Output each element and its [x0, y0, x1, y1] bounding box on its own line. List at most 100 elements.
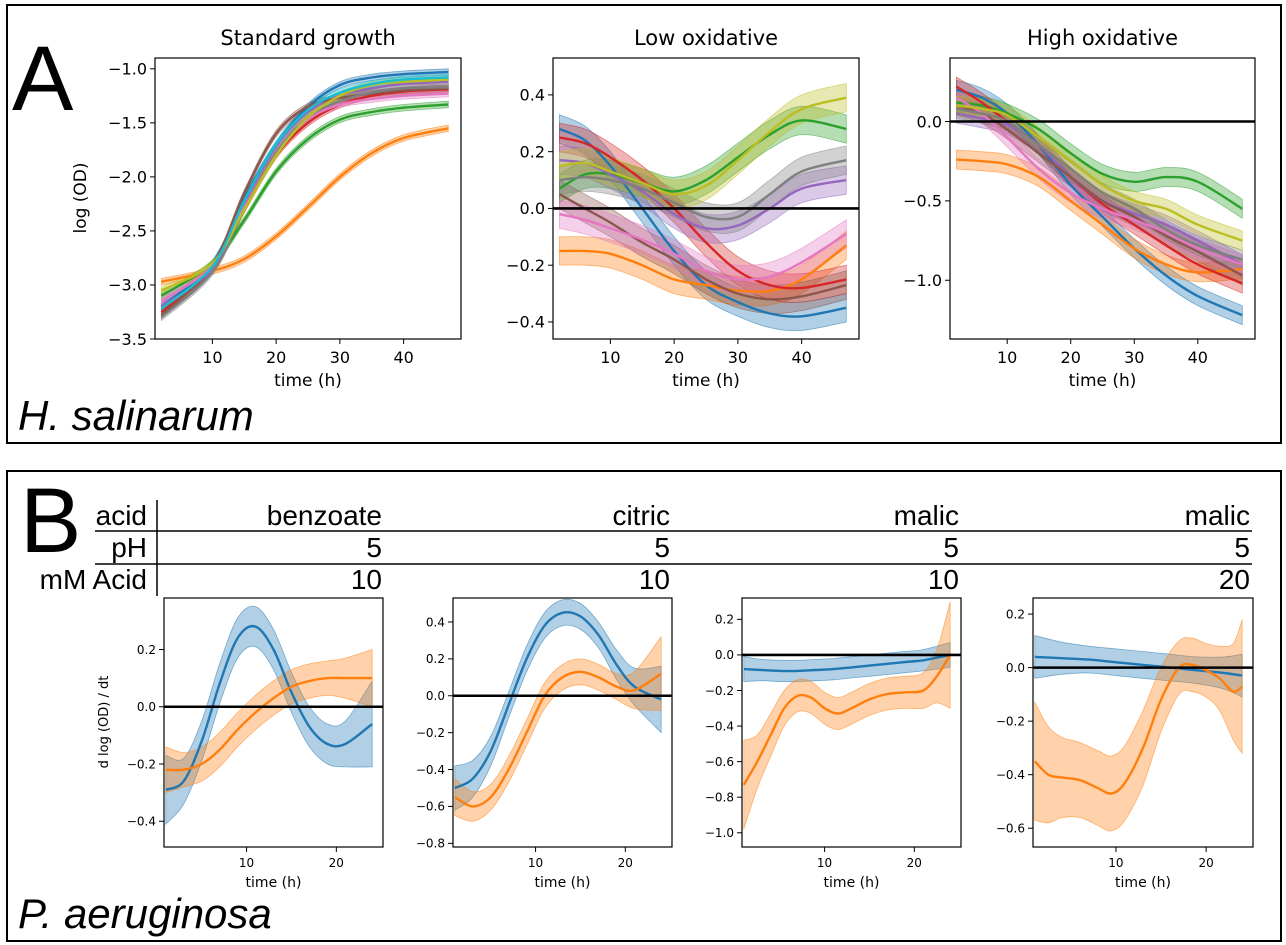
y-tick-label: 0.4 — [426, 615, 445, 629]
condition-acid-3: malic — [894, 500, 959, 531]
y-tick-label: −1.0 — [108, 60, 147, 79]
y-tick-label: 0.0 — [1006, 661, 1025, 675]
panel-b-organism: P. aeruginosa — [18, 890, 272, 937]
axes-frame — [949, 57, 1256, 340]
x-tick-label: 30 — [728, 348, 748, 367]
condition-acid-1: benzoate — [267, 500, 382, 531]
condition-row-label-mm: mM Acid — [40, 564, 147, 595]
confidence-band — [454, 635, 662, 822]
x-tick-label: 20 — [664, 348, 684, 367]
series-line — [454, 670, 662, 808]
series-line — [559, 136, 847, 290]
y-tick-label: −0.2 — [996, 714, 1025, 728]
y-tick-label: −0.2 — [127, 757, 156, 771]
confidence-band — [161, 124, 449, 286]
x-tick-label: 40 — [791, 348, 811, 367]
plot-area — [160, 68, 449, 322]
x-tick-label: 20 — [329, 856, 344, 870]
condition-ph-3: 5 — [943, 532, 959, 563]
y-tick-label: −0.2 — [416, 726, 445, 740]
y-tick-label: 0.4 — [520, 86, 545, 105]
series-line — [956, 101, 1243, 210]
y-tick-label: 0.0 — [426, 689, 445, 703]
y-tick-label: −0.8 — [416, 837, 445, 851]
y-tick-label: −0.6 — [705, 755, 734, 769]
axes-frame — [1032, 597, 1254, 848]
y-tick-label: −2.5 — [108, 222, 147, 241]
series-line — [1033, 662, 1243, 795]
x-tick-label: 10 — [1108, 856, 1123, 870]
x-tick-label: 10 — [817, 856, 832, 870]
axes-frame — [163, 597, 384, 848]
condition-acid-4: malic — [1185, 500, 1250, 531]
confidence-band — [559, 199, 847, 295]
x-axis-label: time (h) — [1115, 875, 1171, 891]
condition-mm-4: 20 — [1219, 564, 1250, 595]
y-tick-label: −2.0 — [108, 168, 147, 187]
y-tick-label: −3.5 — [108, 330, 147, 349]
series-line — [559, 212, 847, 281]
y-tick-label: −0.2 — [506, 256, 545, 275]
x-tick-label: 10 — [997, 348, 1017, 367]
x-tick-label: 10 — [600, 348, 620, 367]
series-line — [160, 76, 449, 310]
confidence-band — [165, 648, 373, 794]
series-line — [558, 119, 847, 193]
y-tick-label: −1.0 — [705, 826, 734, 840]
chart-malic-10mm: 10 20 0.2 0.0 −0.2 −0.4 −0.6 −0.8 −1.0 time (h) — [705, 597, 962, 891]
plot-area — [1033, 619, 1243, 832]
y-tick-label: −0.4 — [416, 763, 445, 777]
condition-row-label-ph: pH — [111, 532, 147, 563]
x-axis-label: time (h) — [274, 371, 342, 391]
plot-area — [742, 601, 952, 830]
series-line — [956, 104, 1243, 242]
series-line — [558, 193, 847, 301]
axes-frame — [741, 597, 962, 848]
x-tick-label: 20 — [1198, 856, 1213, 870]
x-axis-label: time (h) — [824, 875, 880, 891]
series-line — [742, 654, 952, 786]
condition-ph-1: 5 — [366, 532, 382, 563]
condition-ph-4: 5 — [1234, 532, 1250, 563]
condition-mm-2: 10 — [639, 564, 670, 595]
y-tick-label: 0.2 — [520, 142, 545, 161]
y-tick-label: −0.5 — [903, 192, 942, 211]
series-line — [955, 96, 1243, 266]
confidence-band — [1034, 619, 1243, 832]
panel-b-frame — [6, 470, 1282, 942]
chart-title: Low oxidative — [634, 26, 778, 50]
panel-a-organism: H. salinarum — [18, 392, 254, 439]
series-line — [956, 107, 1243, 261]
y-tick-label: −0.4 — [996, 768, 1025, 782]
chart-low-oxidative: 10 20 30 40 0.4 0.2 0.0 −0.2 −0.4 time (h) Low oxi… — [506, 26, 860, 391]
series-line — [454, 610, 662, 790]
y-tick-label: 0.2 — [1006, 607, 1025, 621]
axes-frame — [154, 57, 462, 340]
series-line — [165, 676, 373, 772]
confidence-band — [559, 179, 847, 314]
plot-area — [955, 76, 1243, 326]
y-tick-label: 0.0 — [715, 648, 734, 662]
y-tick-label: −0.4 — [705, 719, 734, 733]
series-line — [165, 624, 373, 791]
x-tick-label: 40 — [393, 348, 413, 367]
series-line — [161, 127, 449, 283]
x-tick-label: 20 — [266, 348, 286, 367]
series-line — [160, 80, 449, 308]
panel-b-letter: B — [20, 470, 81, 572]
chart-high-oxidative: 10 20 30 40 0.0 −0.5 −1.0 time (h) High oxidativ… — [903, 26, 1256, 391]
y-tick-label: −0.4 — [506, 313, 545, 332]
y-tick-label: 0.0 — [917, 112, 942, 131]
series-line — [559, 96, 847, 196]
axes-frame — [452, 597, 673, 848]
panel-b-ylabel: d log (OD) / dt — [97, 676, 112, 769]
y-tick-label: −0.6 — [996, 822, 1025, 836]
x-axis-label: time (h) — [246, 875, 302, 891]
axes-frame — [552, 57, 860, 340]
y-tick-label: −0.6 — [416, 800, 445, 814]
x-tick-label: 30 — [1124, 348, 1144, 367]
plot-area — [558, 82, 848, 332]
panel-a-ylabel: log (OD) — [71, 162, 91, 233]
x-tick-label: 30 — [330, 348, 350, 367]
